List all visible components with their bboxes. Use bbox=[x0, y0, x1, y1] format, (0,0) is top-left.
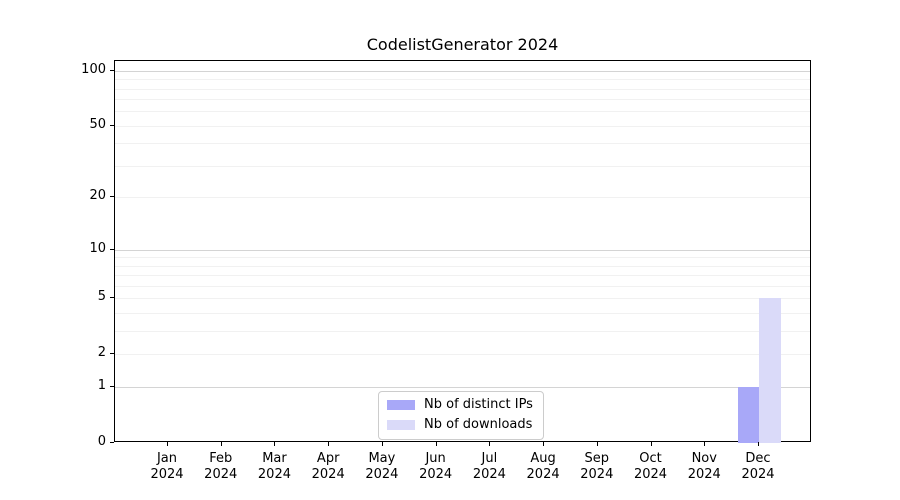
legend: Nb of distinct IPs Nb of downloads bbox=[378, 391, 544, 440]
x-tick-mark bbox=[435, 442, 437, 446]
x-tick-label: Jan 2024 bbox=[135, 451, 199, 483]
grid-line-minor bbox=[115, 125, 810, 127]
y-tick-label: 100 bbox=[81, 61, 106, 77]
grid-line-minor bbox=[115, 99, 810, 101]
legend-item-downloads: Nb of downloads bbox=[387, 418, 533, 432]
x-tick-year: 2024 bbox=[687, 467, 721, 482]
grid-line-minor bbox=[115, 143, 810, 145]
x-tick-year: 2024 bbox=[204, 467, 238, 482]
x-tick-year: 2024 bbox=[257, 467, 291, 482]
x-tick-label: Feb 2024 bbox=[189, 451, 253, 483]
x-tick-year: 2024 bbox=[419, 467, 453, 482]
x-tick-month: Mar bbox=[262, 451, 287, 466]
y-tick-mark bbox=[110, 196, 114, 198]
x-tick-month: Jun bbox=[425, 451, 446, 466]
x-tick-month: Feb bbox=[209, 451, 233, 466]
legend-swatch-downloads bbox=[387, 420, 415, 430]
x-tick-label: Sep 2024 bbox=[565, 451, 629, 483]
y-tick-mark bbox=[110, 248, 114, 250]
x-tick-year: 2024 bbox=[150, 467, 184, 482]
x-tick-mark bbox=[274, 442, 276, 446]
x-tick-month: Dec bbox=[745, 451, 771, 466]
grid-line-major bbox=[115, 70, 810, 72]
legend-swatch-distinct-ips bbox=[387, 400, 415, 410]
x-tick-month: Sep bbox=[584, 451, 610, 466]
x-tick-label: Jul 2024 bbox=[457, 451, 521, 483]
x-tick-label: Oct 2024 bbox=[619, 451, 683, 483]
x-tick-mark bbox=[328, 442, 330, 446]
grid-line-minor bbox=[115, 275, 810, 277]
y-tick-mark bbox=[110, 124, 114, 126]
grid-line-minor bbox=[115, 331, 810, 333]
x-tick-year: 2024 bbox=[526, 467, 560, 482]
grid-line-minor bbox=[115, 265, 810, 267]
y-tick-label: 0 bbox=[97, 434, 106, 449]
grid-line-minor bbox=[115, 298, 810, 300]
x-tick-label: Nov 2024 bbox=[672, 451, 736, 483]
x-tick-mark bbox=[167, 442, 168, 446]
y-tick-label: 5 bbox=[97, 289, 106, 305]
x-tick-month: Jul bbox=[481, 451, 498, 466]
x-tick-year: 2024 bbox=[741, 467, 775, 482]
y-tick-label: 2 bbox=[97, 345, 106, 361]
grid-line-minor bbox=[115, 79, 810, 81]
legend-label-distinct-ips: Nb of distinct IPs bbox=[424, 397, 533, 412]
y-tick-label: 1 bbox=[97, 378, 106, 394]
x-tick-year: 2024 bbox=[472, 467, 506, 482]
x-tick-year: 2024 bbox=[580, 467, 614, 482]
y-tick-label: 10 bbox=[89, 240, 106, 256]
x-tick-month: Oct bbox=[639, 451, 662, 466]
x-tick-mark bbox=[220, 442, 222, 446]
y-tick-mark bbox=[110, 69, 114, 71]
x-tick-label: Aug 2024 bbox=[511, 451, 575, 483]
x-tick-month: Aug bbox=[530, 451, 556, 466]
x-tick-mark bbox=[381, 442, 383, 446]
grid-line-minor bbox=[115, 313, 810, 315]
grid-line-minor bbox=[115, 354, 810, 356]
grid-line-minor bbox=[115, 197, 810, 199]
y-tick-mark bbox=[110, 442, 114, 443]
x-tick-month: Jan bbox=[156, 451, 178, 466]
x-tick-label: Mar 2024 bbox=[242, 451, 306, 483]
x-tick-mark bbox=[596, 442, 598, 446]
y-tick-mark bbox=[110, 353, 114, 355]
y-tick-label: 20 bbox=[89, 188, 106, 204]
legend-item-distinct-ips: Nb of distinct IPs bbox=[387, 398, 533, 412]
grid-line-minor bbox=[115, 166, 810, 168]
x-tick-mark bbox=[650, 442, 652, 446]
x-tick-mark bbox=[543, 442, 545, 446]
y-tick-label: 50 bbox=[89, 116, 106, 132]
x-tick-mark bbox=[704, 442, 706, 446]
x-tick-month: May bbox=[368, 451, 396, 466]
x-tick-month: Nov bbox=[691, 451, 717, 466]
bar-distinct-ips bbox=[737, 387, 759, 443]
bar-downloads bbox=[759, 298, 781, 443]
x-tick-mark bbox=[758, 442, 759, 446]
x-tick-label: Jun 2024 bbox=[404, 451, 468, 483]
x-tick-year: 2024 bbox=[365, 467, 399, 482]
grid-line-minor bbox=[115, 88, 810, 90]
grid-line-major bbox=[115, 249, 810, 251]
x-tick-label: Dec 2024 bbox=[726, 451, 790, 483]
grid-line-major bbox=[115, 387, 810, 389]
x-tick-year: 2024 bbox=[311, 467, 345, 482]
x-tick-label: Apr 2024 bbox=[296, 451, 360, 483]
legend-label-downloads: Nb of downloads bbox=[424, 417, 533, 432]
x-tick-month: Apr bbox=[316, 451, 340, 466]
y-tick-mark bbox=[110, 297, 114, 299]
x-tick-year: 2024 bbox=[633, 467, 668, 482]
y-tick-mark bbox=[110, 386, 114, 388]
grid-line-minor bbox=[115, 111, 810, 113]
grid-line-minor bbox=[115, 286, 810, 288]
chart-title: CodelistGenerator 2024 bbox=[366, 35, 559, 54]
plot-area bbox=[114, 60, 811, 443]
grid-line-minor bbox=[115, 257, 810, 259]
x-tick-label: May 2024 bbox=[350, 451, 414, 483]
x-tick-mark bbox=[489, 442, 491, 446]
